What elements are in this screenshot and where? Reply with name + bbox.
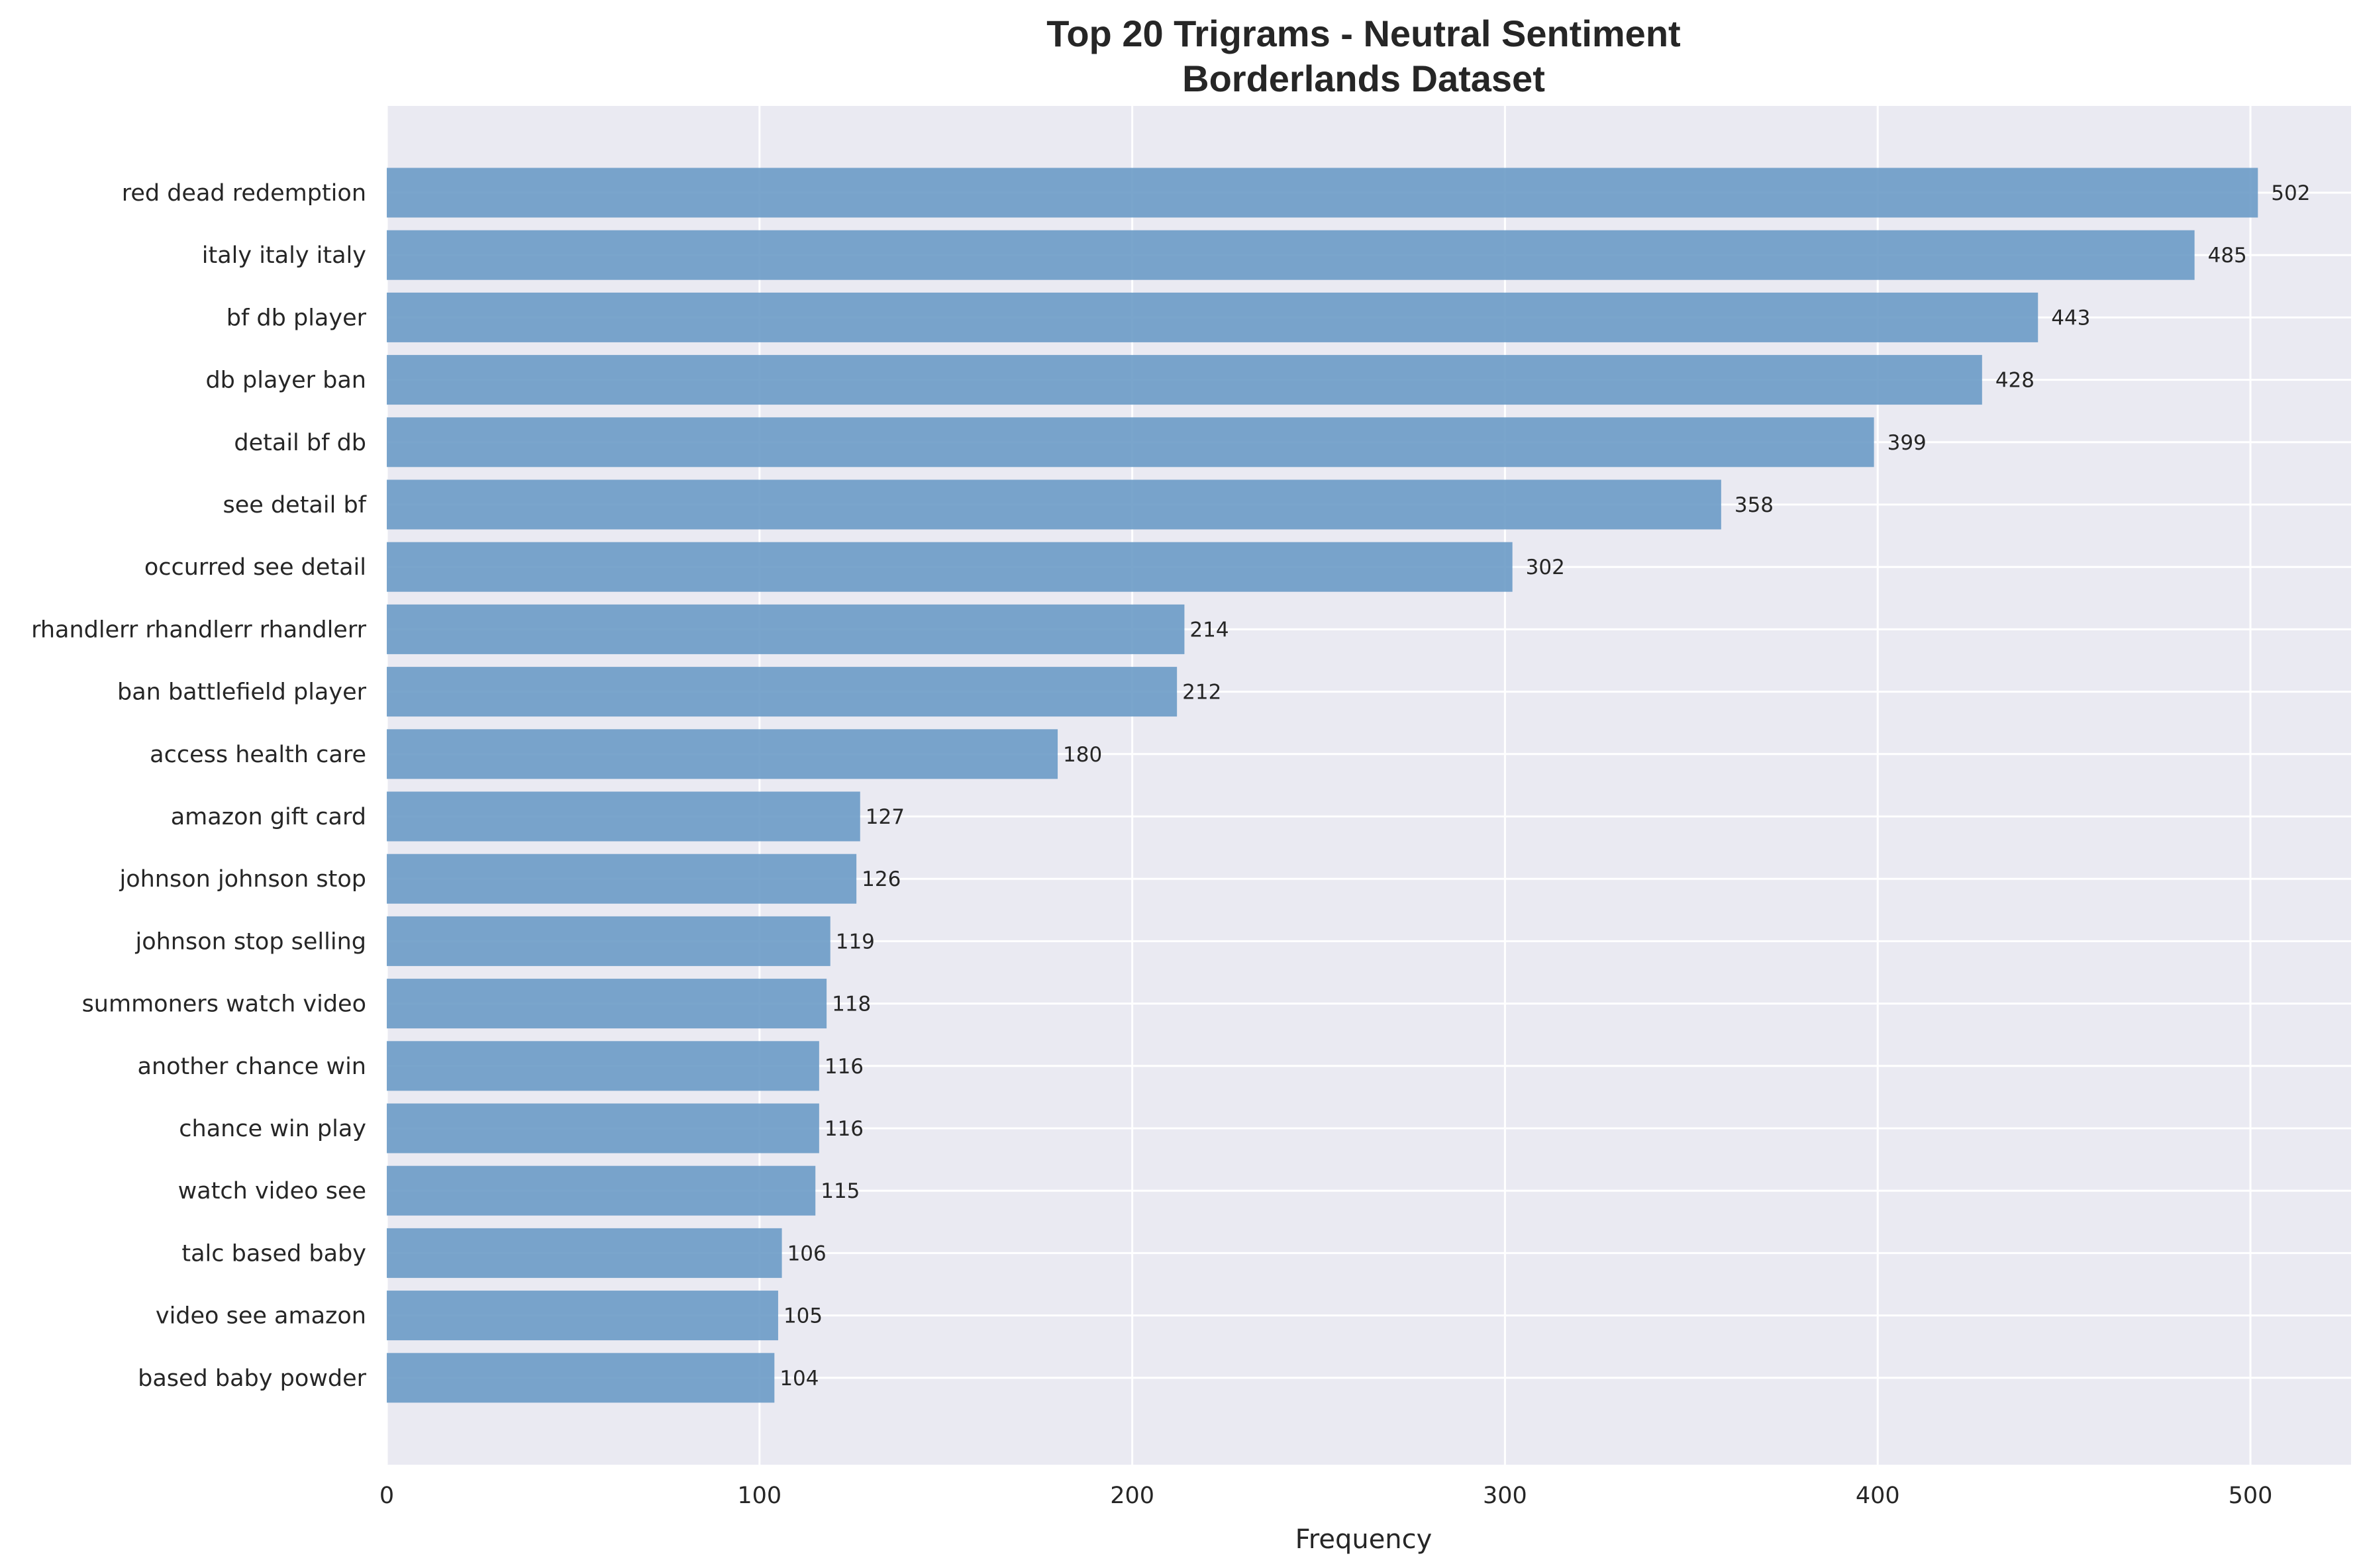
bar-18 — [387, 1291, 778, 1341]
data-label-10: 127 — [866, 805, 905, 829]
bar-15 — [387, 1103, 819, 1153]
data-label-15: 116 — [825, 1117, 864, 1141]
bar-1 — [387, 230, 2195, 280]
y-tick-label-8: ban battlefield player — [117, 679, 367, 706]
data-label-12: 119 — [836, 930, 875, 954]
x-tick-labels: 0 100 200 300 400 500 — [379, 1483, 2273, 1509]
y-tick-label-13: summoners watch video — [82, 991, 366, 1018]
data-label-1: 485 — [2208, 244, 2247, 268]
bar-17 — [387, 1228, 782, 1278]
x-tick-label-2: 200 — [1110, 1483, 1154, 1509]
x-tick-label-3: 300 — [1483, 1483, 1527, 1509]
data-label-0: 502 — [2271, 181, 2310, 205]
chart-title: Top 20 Trigrams - Neutral Sentiment — [1046, 13, 1680, 54]
y-tick-label-3: db player ban — [205, 368, 366, 394]
data-label-4: 399 — [1887, 431, 1927, 455]
y-tick-label-15: chance win play — [179, 1116, 366, 1142]
x-tick-label-4: 400 — [1856, 1483, 1900, 1509]
y-tick-label-0: red dead redemption — [122, 180, 366, 207]
y-tick-label-19: based baby powder — [138, 1365, 367, 1392]
data-label-6: 302 — [1526, 556, 1565, 579]
y-tick-label-16: watch video see — [178, 1178, 366, 1204]
bar-16 — [387, 1165, 816, 1216]
y-tick-label-5: see detail bf — [223, 492, 367, 518]
data-label-7: 214 — [1189, 618, 1229, 642]
bar-4 — [387, 417, 1874, 467]
bar-7 — [387, 604, 1185, 654]
data-label-14: 116 — [825, 1055, 864, 1079]
bar-5 — [387, 479, 1721, 530]
y-tick-label-14: another chance win — [138, 1054, 367, 1080]
data-label-3: 428 — [1995, 369, 2035, 393]
bar-3 — [387, 355, 1982, 405]
bar-10 — [387, 791, 860, 842]
y-tick-label-18: video see amazon — [156, 1303, 366, 1330]
bar-19 — [387, 1353, 775, 1403]
y-tick-labels: red dead redemption italy italy italy bf d… — [31, 180, 367, 1392]
data-label-17: 106 — [787, 1242, 827, 1265]
y-tick-label-6: occurred see detail — [144, 554, 366, 581]
bar-0 — [387, 168, 2258, 218]
y-tick-label-1: italy italy italy — [202, 242, 366, 269]
y-tick-label-2: bf db player — [226, 305, 367, 331]
bar-6 — [387, 542, 1513, 592]
data-label-19: 104 — [779, 1367, 819, 1391]
data-label-11: 126 — [862, 867, 901, 891]
bar-13 — [387, 979, 827, 1029]
data-label-2: 443 — [2051, 306, 2090, 330]
x-tick-label-5: 500 — [2229, 1483, 2273, 1509]
y-tick-label-11: johnson johnson stop — [119, 866, 366, 893]
bar-14 — [387, 1041, 819, 1091]
chart-subtitle: Borderlands Dataset — [1182, 58, 1545, 99]
bar-8 — [387, 667, 1178, 717]
y-tick-label-17: talc based baby — [181, 1240, 366, 1267]
y-tick-label-9: access health care — [150, 742, 366, 768]
data-labels: 502 485 443 428 399 358 302 214 212 180 127 126 119 1… — [779, 181, 2310, 1391]
y-tick-label-12: johnson stop selling — [134, 928, 366, 955]
bar-12 — [387, 916, 830, 966]
data-label-9: 180 — [1063, 743, 1102, 767]
data-label-16: 115 — [821, 1179, 860, 1203]
data-label-18: 105 — [783, 1304, 823, 1328]
data-label-13: 118 — [832, 993, 871, 1016]
bar-9 — [387, 729, 1058, 779]
bar-11 — [387, 854, 857, 904]
x-tick-label-0: 0 — [379, 1483, 394, 1509]
data-label-8: 212 — [1182, 681, 1221, 705]
y-tick-label-7: rhandlerr rhandlerr rhandlerr — [31, 616, 367, 643]
x-tick-label-1: 100 — [737, 1483, 781, 1509]
bar-2 — [387, 292, 2038, 342]
y-tick-label-4: detail bf db — [234, 430, 366, 456]
data-label-5: 358 — [1735, 493, 1774, 517]
y-tick-label-10: amazon gift card — [171, 804, 366, 830]
bars — [387, 168, 2258, 1403]
x-axis-label: Frequency — [1295, 1524, 1433, 1555]
